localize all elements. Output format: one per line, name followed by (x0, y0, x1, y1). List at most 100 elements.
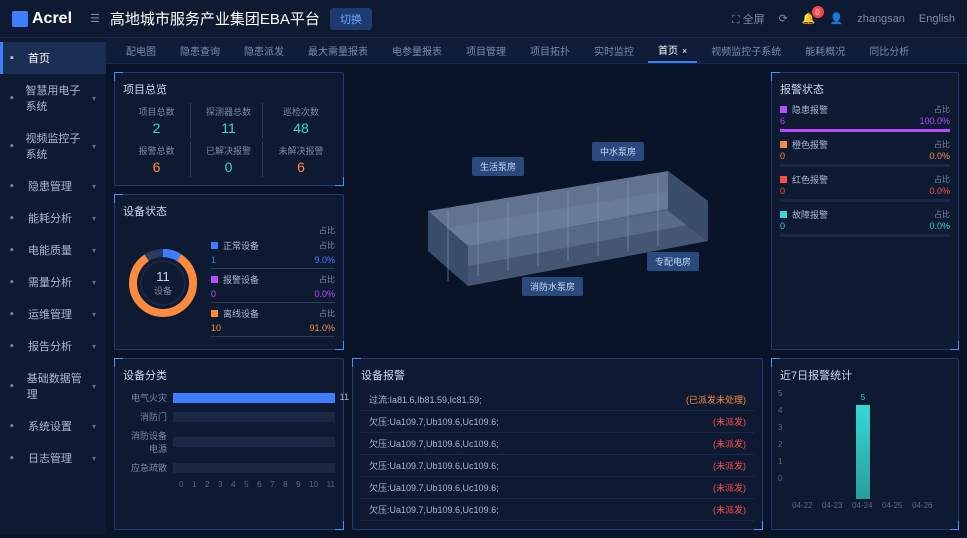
tab[interactable]: 项目管理 (456, 39, 516, 62)
chip-icon: ▪ (10, 92, 19, 104)
sidebar-item[interactable]: ▪隐患管理▾ (0, 170, 106, 202)
alarm-status: (未派发) (713, 503, 746, 516)
refresh-icon[interactable]: ⟳ (779, 12, 788, 25)
hbar-row: 电气火灾11 (123, 391, 335, 404)
language-switch[interactable]: English (919, 13, 955, 25)
alarm-row[interactable]: 欠压:Ua109.7,Ub109.6,Uc109.6; (未派发) (361, 499, 754, 521)
ops-icon: ▪ (10, 308, 22, 320)
sidebar-label: 日志管理 (28, 450, 72, 466)
sidebar-label: 智慧用电子系统 (25, 82, 86, 114)
alarm-row[interactable]: 欠压:Ua109.7,Ub109.6,Uc109.6;(未派发) (361, 433, 754, 455)
switch-button[interactable]: 切换 (330, 8, 372, 30)
alarm-row[interactable]: 欠压:Ua109.7,Ub109.6,Uc109.6;(未派发) (361, 477, 754, 499)
user-icon[interactable]: 👤 (830, 12, 844, 25)
alarm-status: (未派发) (713, 437, 746, 450)
overview-cell: 探测器总数11 (195, 103, 263, 138)
state-pct: 0.0% (929, 186, 950, 196)
alarm-text: 过流:Ia81.6,Ib81.59,Ic81.59; (369, 393, 482, 406)
tab[interactable]: 隐患查询 (170, 39, 230, 62)
alarm-row[interactable]: 过流:Ia81.6,Ib81.59,Ic81.59;(已派发未处理) (361, 389, 754, 411)
tab[interactable]: 配电图 (116, 39, 166, 62)
sidebar-item[interactable]: ▪系统设置▾ (0, 410, 106, 442)
overview-cell: 未解决报警6 (267, 142, 335, 177)
hbar-row: 消防设备电源 (123, 429, 335, 455)
state-pct: 100.0% (919, 116, 950, 126)
color-swatch (211, 310, 218, 317)
status-row: 报警设备占比 (211, 273, 335, 286)
alarm-status: (未派发) (713, 459, 746, 472)
hbar-label: 应急疏散 (123, 461, 173, 474)
tab[interactable]: 项目拓扑 (520, 39, 580, 62)
chevron-down-icon: ▾ (92, 142, 96, 151)
building-3d-view[interactable]: 生活泵房 中水泵房消防水泵房 专配电房 (352, 72, 763, 350)
chevron-down-icon: ▾ (92, 182, 96, 191)
notification-icon[interactable]: 🔔 (802, 12, 816, 25)
building-label[interactable]: 生活泵房 (472, 157, 524, 176)
close-icon[interactable]: × (682, 46, 687, 56)
overview-cell: 报警总数6 (123, 142, 191, 177)
log-icon: ▪ (10, 452, 22, 464)
tab[interactable]: 首页× (648, 38, 697, 63)
status-row: 正常设备占比 (211, 239, 335, 252)
status-donut: 11设备 (123, 243, 203, 323)
sidebar-item[interactable]: ▪能耗分析▾ (0, 202, 106, 234)
overview-cell: 项目总数 2 (123, 103, 191, 138)
sidebar-item[interactable]: ▪电能质量▾ (0, 234, 106, 266)
tab[interactable]: 最大需量报表 (298, 39, 378, 62)
alarm-state-row: 隐患报警占比6100.0% (780, 103, 950, 132)
chevron-down-icon: ▾ (92, 94, 96, 103)
tab[interactable]: 能耗概况 (795, 39, 855, 62)
battery-icon: ▪ (10, 244, 22, 256)
username[interactable]: zhangsan (857, 13, 905, 25)
alarm-text: 欠压:Ua109.7,Ub109.6,Uc109.6; (369, 503, 499, 516)
x-tick: 04-22 (792, 501, 806, 510)
status-row: 离线设备占比 (211, 307, 335, 320)
alarm-row[interactable]: 欠压:Ua109.7,Ub109.6,Uc109.6;(未派发) (361, 455, 754, 477)
sidebar-item[interactable]: ▪运维管理▾ (0, 298, 106, 330)
panel-title: 设备状态 (123, 203, 335, 219)
fullscreen-button[interactable]: ⛶ 全屏 (732, 11, 765, 27)
sidebar-item[interactable]: ▪报告分析▾ (0, 330, 106, 362)
sidebar-item[interactable]: ▪首页 (0, 42, 106, 74)
tab[interactable]: 实时监控 (584, 39, 644, 62)
color-swatch (780, 141, 787, 148)
tab[interactable]: 隐患派发 (234, 39, 294, 62)
sidebar-item[interactable]: ▪视频监控子系统▾ (0, 122, 106, 170)
chart-icon: ▪ (10, 212, 22, 224)
building-label[interactable]: 专配电房 (647, 252, 699, 271)
building-label[interactable]: 中水泵房 (592, 142, 644, 161)
sidebar-label: 运维管理 (28, 306, 72, 322)
sidebar-label: 基础数据管理 (27, 370, 86, 402)
sidebar-item[interactable]: ▪基础数据管理▾ (0, 362, 106, 410)
header: Acrel ☰ 高地城市服务产业集团EBA平台 切换 ⛶ 全屏 ⟳ 🔔 👤 zh… (0, 0, 967, 38)
platform-title: 高地城市服务产业集团EBA平台 (110, 8, 320, 29)
alarm-7day-chart-panel: 近7日报警统计 543210 5 04-2204-2304-2404-2504-… (771, 358, 959, 530)
tab[interactable]: 同比分析 (859, 39, 919, 62)
sidebar-item[interactable]: ▪需量分析▾ (0, 266, 106, 298)
status-value: 0 (211, 289, 216, 299)
panel-title: 设备报警 (361, 367, 754, 383)
sidebar-label: 电能质量 (28, 242, 72, 258)
chevron-down-icon: ▾ (92, 342, 96, 351)
bar-chart: 543210 5 (780, 389, 950, 499)
video-icon: ▪ (10, 140, 19, 152)
sidebar-item[interactable]: ▪ 智慧用电子系统 ▾ (0, 74, 106, 122)
building-label[interactable]: 消防水泵房 (522, 277, 583, 296)
gear-icon: ▪ (10, 420, 22, 432)
alarm-status: (未派发) (713, 481, 746, 494)
status-value: 10 (211, 323, 221, 333)
cell-label: 项目总数 (125, 105, 188, 118)
cell-value: 11 (197, 120, 260, 136)
menu-toggle-icon[interactable]: ☰ (90, 12, 100, 25)
alarm-row[interactable]: 欠压:Ua109.7,Ub109.6,Uc109.6;(未派发) (361, 411, 754, 433)
panel-title: 设备分类 (123, 367, 335, 383)
cell-value: 2 (125, 120, 188, 136)
demand-icon: ▪ (10, 276, 22, 288)
home-icon: ▪ (10, 52, 22, 64)
status-label: 离线设备 (223, 307, 259, 320)
tab[interactable]: 视频监控子系统 (701, 39, 791, 62)
sidebar-item[interactable]: ▪日志管理▾ (0, 442, 106, 474)
sidebar-label: 隐患管理 (28, 178, 72, 194)
device-status-panel: 设备状态 11设备 占比正常设备占比19.0%报警设备占比00.0%离线设备占 (114, 194, 344, 350)
tab[interactable]: 电参量报表 (382, 39, 452, 62)
